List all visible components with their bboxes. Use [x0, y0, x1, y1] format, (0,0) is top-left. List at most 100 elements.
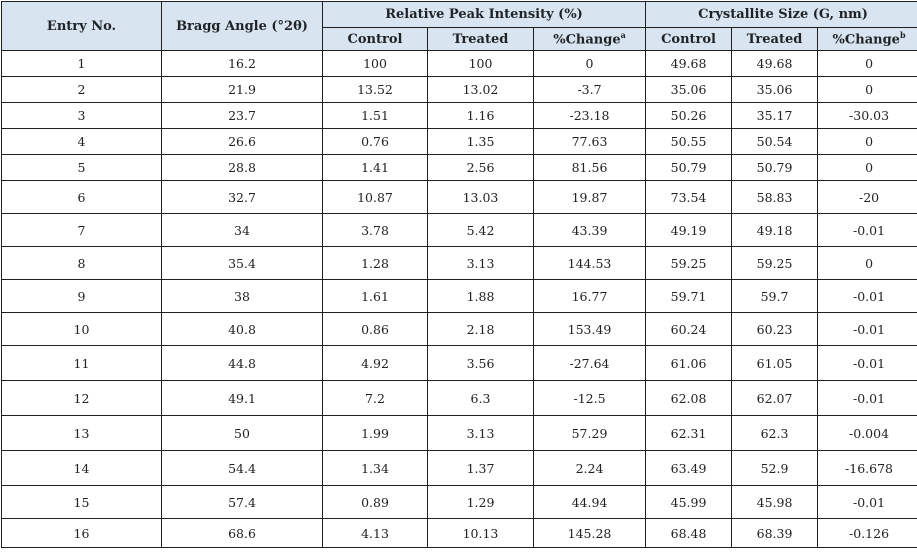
cell-size-change: 0: [817, 246, 917, 280]
cell-bragg-angle: 54.4: [161, 450, 323, 486]
cell-size-control: 73.54: [645, 180, 733, 214]
cell-intensity-treated: 1.35: [427, 128, 534, 155]
cell-size-control: 59.71: [645, 279, 733, 313]
cell-size-change: -0.01: [817, 380, 917, 416]
cell-intensity-treated: 1.88: [427, 279, 534, 313]
cell-bragg-angle: 40.8: [161, 312, 323, 346]
table-row: 6 32.7 10.87 13.03 19.87 73.54 58.83 -20: [1, 180, 917, 214]
header-row-secondary: Control Treated %Changea Control Treated…: [2, 27, 917, 51]
cell-size-treated: 49.18: [731, 213, 819, 247]
cell-bragg-angle: 32.7: [161, 180, 323, 214]
cell-size-control: 35.06: [645, 76, 733, 103]
cell-size-change: -0.126: [817, 518, 917, 548]
cell-intensity-change: 19.87: [532, 180, 647, 214]
table-row: 1 16.2 100 100 0 49.68 49.68 0: [1, 50, 917, 77]
cell-size-treated: 60.23: [731, 312, 819, 346]
cell-bragg-angle: 38: [161, 279, 323, 313]
cell-entry-no: 6: [1, 180, 162, 214]
header-intensity-treated: Treated: [427, 27, 534, 51]
cell-intensity-control: 4.13: [322, 518, 428, 548]
cell-size-change: 0: [817, 76, 917, 103]
cell-size-change: -0.01: [817, 279, 917, 313]
cell-intensity-control: 1.28: [322, 246, 428, 280]
cell-size-change: -30.03: [817, 102, 917, 129]
cell-entry-no: 5: [1, 154, 162, 181]
cell-intensity-control: 1.41: [322, 154, 428, 181]
cell-intensity-treated: 1.16: [427, 102, 534, 129]
header-size-change: %Changeb: [817, 27, 917, 51]
cell-intensity-control: 3.78: [322, 213, 428, 247]
header-size-control: Control: [645, 27, 733, 51]
cell-size-treated: 50.54: [731, 128, 819, 155]
cell-size-treated: 50.79: [731, 154, 819, 181]
cell-size-treated: 58.83: [731, 180, 819, 214]
cell-intensity-treated: 100: [427, 50, 534, 77]
cell-intensity-treated: 1.29: [427, 485, 534, 519]
cell-size-treated: 59.25: [731, 246, 819, 280]
cell-intensity-change: 145.28: [532, 518, 647, 548]
cell-entry-no: 11: [1, 345, 162, 381]
cell-intensity-treated: 10.13: [427, 518, 534, 548]
cell-intensity-change: 16.77: [532, 279, 647, 313]
cell-intensity-change: 81.56: [532, 154, 647, 181]
cell-entry-no: 13: [1, 415, 162, 451]
cell-size-control: 63.49: [645, 450, 733, 486]
cell-size-control: 45.99: [645, 485, 733, 519]
table-row: 5 28.8 1.41 2.56 81.56 50.79 50.79 0: [1, 154, 917, 181]
table-row: 11 44.8 4.92 3.56 -27.64 61.06 61.05 -0.01: [1, 345, 917, 381]
cell-entry-no: 14: [1, 450, 162, 486]
cell-intensity-control: 0.76: [322, 128, 428, 155]
table-row: 15 57.4 0.89 1.29 44.94 45.99 45.98 -0.01: [1, 485, 917, 519]
table-row: 13 50 1.99 3.13 57.29 62.31 62.3 -0.004: [1, 415, 917, 451]
cell-size-change: -0.01: [817, 485, 917, 519]
cell-size-control: 61.06: [645, 345, 733, 381]
cell-intensity-treated: 5.42: [427, 213, 534, 247]
cell-size-control: 68.48: [645, 518, 733, 548]
header-relative-peak-intensity: Relative Peak Intensity (%): [321, 1, 647, 28]
cell-size-change: 0: [817, 50, 917, 77]
cell-size-control: 50.55: [645, 128, 733, 155]
cell-bragg-angle: 57.4: [161, 485, 323, 519]
cell-entry-no: 12: [1, 380, 162, 416]
cell-intensity-treated: 13.03: [427, 180, 534, 214]
cell-size-change: -0.01: [817, 312, 917, 346]
cell-size-treated: 59.7: [731, 279, 819, 313]
cell-entry-no: 1: [1, 50, 162, 77]
cell-bragg-angle: 16.2: [161, 50, 323, 77]
cell-bragg-angle: 68.6: [161, 518, 323, 548]
cell-size-treated: 45.98: [731, 485, 819, 519]
header-entry-no: Entry No.: [1, 1, 162, 51]
cell-size-change: -16.678: [817, 450, 917, 486]
table-row: 12 49.1 7.2 6.3 -12.5 62.08 62.07 -0.01: [1, 380, 917, 416]
cell-entry-no: 7: [1, 213, 162, 247]
header-intensity-change-label: %Change: [553, 32, 621, 48]
cell-size-treated: 49.68: [731, 50, 819, 77]
cell-intensity-control: 0.86: [322, 312, 428, 346]
cell-size-treated: 35.06: [731, 76, 819, 103]
cell-entry-no: 2: [1, 76, 162, 103]
cell-bragg-angle: 50: [161, 415, 323, 451]
table-row: 2 21.9 13.52 13.02 -3.7 35.06 35.06 0: [1, 76, 917, 103]
cell-intensity-control: 7.2: [322, 380, 428, 416]
cell-size-change: -20: [817, 180, 917, 214]
cell-size-control: 49.68: [645, 50, 733, 77]
cell-intensity-control: 4.92: [322, 345, 428, 381]
cell-intensity-change: 153.49: [532, 312, 647, 346]
cell-size-control: 50.26: [645, 102, 733, 129]
cell-intensity-change: 0: [532, 50, 647, 77]
cell-bragg-angle: 26.6: [161, 128, 323, 155]
cell-intensity-change: 77.63: [532, 128, 647, 155]
cell-intensity-treated: 3.13: [427, 415, 534, 451]
cell-intensity-change: 144.53: [532, 246, 647, 280]
cell-size-change: -0.01: [817, 345, 917, 381]
cell-intensity-change: 43.39: [532, 213, 647, 247]
table-row: 7 34 3.78 5.42 43.39 49.19 49.18 -0.01: [1, 213, 917, 247]
header-bragg-angle: Bragg Angle (°2θ): [161, 1, 323, 51]
cell-size-control: 60.24: [645, 312, 733, 346]
cell-intensity-control: 1.99: [322, 415, 428, 451]
cell-intensity-control: 1.51: [322, 102, 428, 129]
cell-entry-no: 10: [1, 312, 162, 346]
cell-size-treated: 35.17: [731, 102, 819, 129]
cell-intensity-change: -12.5: [532, 380, 647, 416]
